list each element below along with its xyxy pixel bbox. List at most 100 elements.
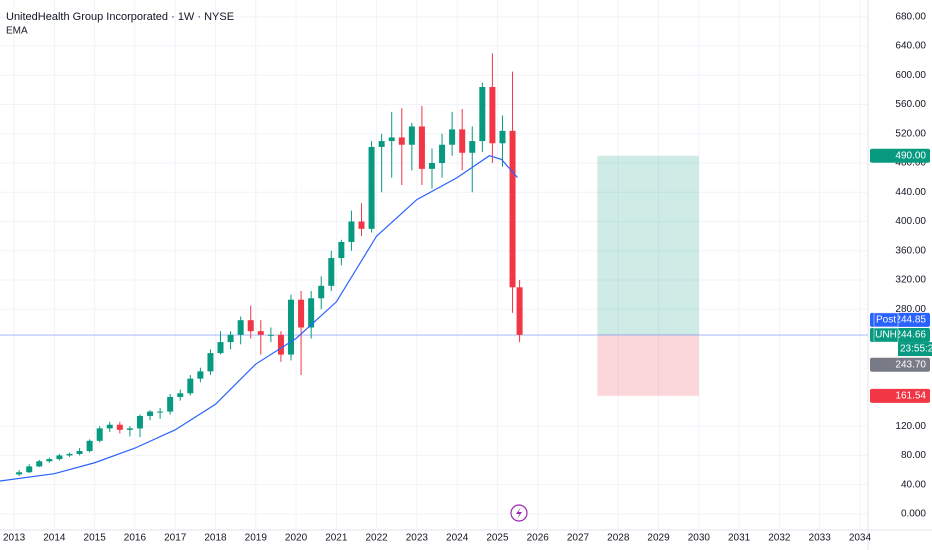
candle-body (126, 428, 133, 430)
candle-body (227, 334, 234, 343)
candle-body (449, 129, 456, 145)
x-tick-label: 2023 (406, 533, 429, 544)
x-tick-label: 2033 (809, 533, 832, 544)
candle-body (288, 299, 295, 355)
y-tick-label: 40.00 (901, 479, 926, 490)
price-name-box (873, 312, 899, 328)
candle-body (318, 285, 325, 299)
chart-title: UnitedHealth Group Incorporated · 1W · N… (6, 11, 234, 23)
candle-body (237, 320, 244, 335)
candle-body (267, 334, 274, 336)
lightning (516, 507, 522, 519)
candle-body (106, 424, 113, 429)
y-tick-label: 320.00 (895, 275, 926, 286)
candle-body (257, 331, 264, 335)
candle-body (428, 163, 435, 169)
candle-body (328, 258, 335, 286)
x-tick-label: 2014 (43, 533, 66, 544)
candle-body (26, 466, 33, 473)
y-tick-label: 520.00 (895, 128, 926, 139)
profit-zone (597, 155, 699, 336)
y-tick-label: 640.00 (895, 41, 926, 52)
y-tick-label: 440.00 (895, 187, 926, 198)
price-name-box (873, 327, 899, 343)
candle-body (298, 299, 305, 328)
y-tick-label: 120.00 (895, 421, 926, 432)
x-tick-label: 2029 (647, 533, 670, 544)
candle-body (509, 130, 516, 288)
price-label: 244.66 (895, 330, 926, 341)
indicator-label: EMA (6, 26, 28, 37)
x-tick-label: 2030 (688, 533, 711, 544)
target-label-box (870, 148, 930, 163)
candle-body (46, 459, 53, 462)
x-tick-label: 2018 (204, 533, 227, 544)
y-tick-label: 560.00 (895, 99, 926, 110)
candle-body (358, 221, 365, 229)
candle-body (207, 353, 214, 372)
stop-label: 161.54 (895, 390, 926, 401)
x-tick-label: 2024 (446, 533, 469, 544)
candle-body (479, 86, 486, 142)
candle-body (368, 146, 375, 229)
candle-body (76, 451, 83, 454)
x-tick-label: 2032 (768, 533, 791, 544)
price-label: 244.85 (895, 315, 926, 326)
candle-body (516, 287, 523, 335)
candle-body (499, 130, 506, 144)
x-tick-label: 2015 (84, 533, 107, 544)
x-tick-label: 2022 (365, 533, 388, 544)
y-tick-label: 400.00 (895, 216, 926, 227)
x-tick-label: 2028 (607, 533, 630, 544)
candle-body (348, 221, 355, 242)
candle-body (277, 334, 284, 355)
x-tick-label: 2016 (124, 533, 147, 544)
price-name: Post (876, 315, 896, 326)
x-tick-label: 2031 (728, 533, 751, 544)
x-tick-label: 2020 (285, 533, 308, 544)
x-tick-label: 2026 (527, 533, 550, 544)
y-tick-label: 480.00 (895, 158, 926, 169)
candle-body (177, 393, 184, 397)
candle-body (418, 126, 425, 169)
candle-body (308, 298, 315, 328)
y-tick-label: 680.00 (895, 11, 926, 22)
candle-body (36, 461, 43, 467)
candle-body (247, 320, 254, 332)
x-tick-label: 2013 (3, 533, 26, 544)
candle-body (197, 371, 204, 379)
x-tick-label: 2021 (325, 533, 348, 544)
x-tick-label: 2019 (245, 533, 268, 544)
price-label-box (870, 357, 930, 372)
candle-body (136, 415, 143, 429)
y-tick-label: 0.000 (901, 509, 926, 520)
x-tick-label: 2017 (164, 533, 187, 544)
countdown-box (898, 342, 932, 357)
candle-body (378, 141, 385, 147)
candle-body (16, 472, 23, 475)
candle-body (167, 396, 174, 412)
candle-body (86, 440, 93, 452)
countdown: 23:55:2 (900, 344, 932, 355)
candle-body (116, 424, 123, 430)
plot (0, 0, 868, 530)
candle-body (459, 129, 466, 153)
y-tick-label: 600.00 (895, 70, 926, 81)
loss-zone (597, 335, 699, 396)
y-tick-label: 80.00 (901, 450, 926, 461)
candle-body (469, 141, 476, 153)
candle-body (439, 144, 446, 164)
x-tick-label: 2027 (567, 533, 590, 544)
candle-body (388, 137, 395, 142)
target-label: 490.00 (895, 150, 926, 161)
candle-body (187, 378, 194, 394)
ema-line (0, 155, 519, 482)
candle-body (147, 411, 154, 416)
candle-body (408, 126, 415, 145)
x-tick-label: 2025 (486, 533, 509, 544)
candle-body (217, 342, 224, 354)
candle-body (338, 241, 345, 259)
candle-body (96, 428, 103, 441)
